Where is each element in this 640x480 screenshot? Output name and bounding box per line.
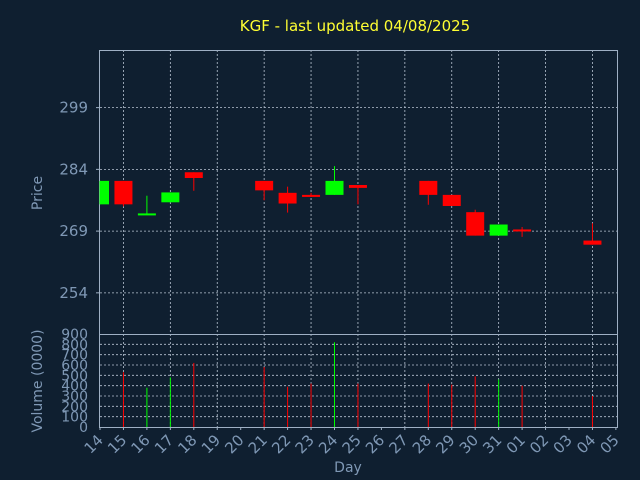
price-axis-label: Price: [30, 176, 46, 210]
candle-body: [513, 229, 532, 232]
price-tick-label: 254: [59, 284, 88, 302]
candle-body: [583, 240, 602, 245]
price-tick-label: 299: [59, 99, 88, 117]
volume-tick-label: 700: [61, 348, 88, 364]
price-tick-label: 284: [59, 160, 88, 178]
candle-body: [114, 180, 133, 205]
volume-tick-label: 100: [61, 410, 88, 426]
volume-tick-label: 200: [61, 399, 88, 415]
volume-axis-label: Volume (0000): [30, 329, 46, 432]
price-y-ticks: 254 269 284 299: [59, 99, 100, 302]
volume-tick-label: 500: [61, 368, 88, 384]
candle-body: [466, 212, 485, 236]
candle-body: [442, 194, 461, 206]
volume-bars: [122, 342, 593, 427]
candle-body: [278, 192, 297, 204]
candle-body: [325, 180, 344, 195]
x-axis-label: Day: [334, 460, 362, 476]
candle-body: [489, 224, 508, 236]
candles: [99, 166, 602, 245]
volume-tick-label: 900: [61, 327, 88, 343]
candle-body: [255, 180, 274, 191]
volume-panel-frame: [99, 334, 618, 428]
candle-body: [302, 194, 321, 197]
candle-body: [137, 213, 156, 216]
volume-tick-label: 800: [61, 337, 88, 353]
candle-body: [161, 192, 180, 203]
volume-tick-label: 0: [79, 420, 88, 436]
price-tick-label: 269: [59, 222, 88, 240]
chart-title: KGF - last updated 04/08/2025: [240, 17, 470, 35]
candle-body: [100, 180, 109, 205]
candle-body: [184, 172, 203, 179]
volume-tick-label: 300: [61, 389, 88, 405]
volume-tick-label: 600: [61, 358, 88, 374]
volume-tick-label: 400: [61, 379, 88, 395]
candle-body: [419, 180, 438, 195]
candle-body: [348, 185, 367, 188]
